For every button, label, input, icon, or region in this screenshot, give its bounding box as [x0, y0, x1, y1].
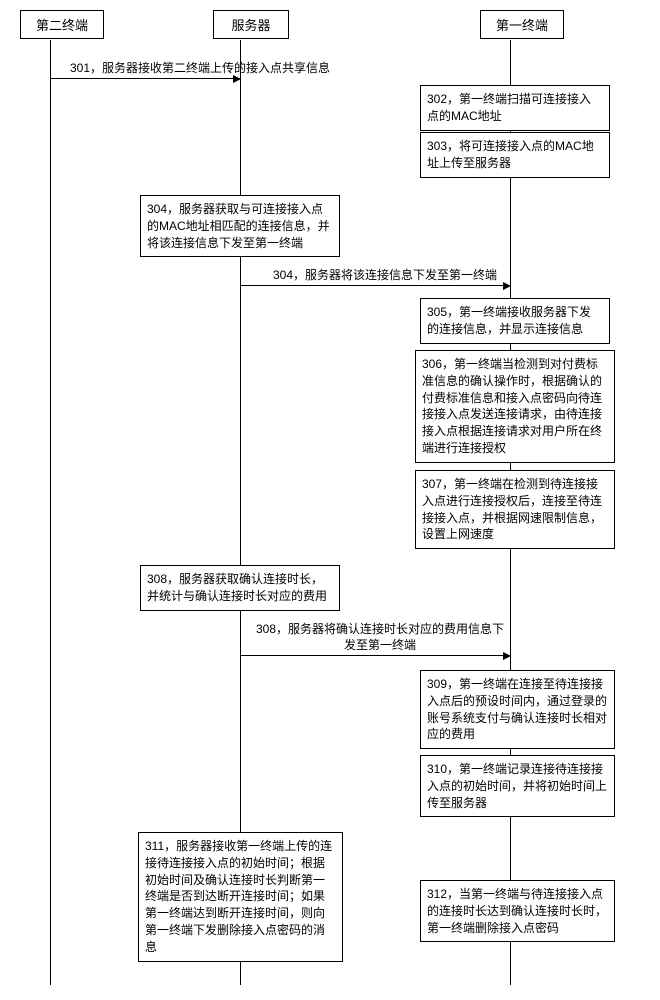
step-309: 309，第一终端在连接至待连接接入点后的预设时间内，通过登录的账号系统支付与确认… [420, 670, 615, 749]
message-label-308b: 308，服务器将确认连接时长对应的费用信息下发至第一终端 [255, 621, 505, 653]
step-312: 312，当第一终端与待连接接入点的连接时长达到确认连接时长时，第一终端删除接入点… [420, 880, 615, 942]
message-label-304b: 304，服务器将该连接信息下发至第一终端 [265, 267, 505, 283]
participant-p2: 第二终端 [20, 10, 104, 39]
message-label-301: 301，服务器接收第二终端上传的接入点共享信息 [60, 60, 340, 76]
step-307: 307，第一终端在检测到待连接接入点进行连接授权后，连接至待连接接入点，并根据网… [415, 470, 615, 549]
participant-p1: 第一终端 [480, 10, 564, 39]
step-303: 303，将可连接接入点的MAC地址上传至服务器 [420, 132, 610, 178]
step-302: 302，第一终端扫描可连接接入点的MAC地址 [420, 85, 610, 131]
step-306: 306，第一终端当检测到对付费标准信息的确认操作时，根据确认的付费标准信息和接入… [415, 350, 615, 463]
step-305: 305，第一终端接收服务器下发的连接信息，并显示连接信息 [420, 298, 610, 344]
message-arrow-308b [240, 655, 510, 656]
sequence-diagram: 第二终端 服务器 第一终端 302，第一终端扫描可连接接入点的MAC地址303，将可连… [10, 10, 650, 990]
participant-srv: 服务器 [213, 10, 289, 39]
step-310: 310，第一终端记录连接待连接接入点的初始时间，并将初始时间上传至服务器 [420, 755, 615, 817]
step-308: 308，服务器获取确认连接时长，并统计与确认连接时长对应的费用 [140, 565, 340, 611]
lifeline-p2 [50, 40, 51, 985]
step-304: 304，服务器获取与可连接接入点的MAC地址相匹配的连接信息，并将该连接信息下发… [140, 195, 340, 257]
message-arrow-304b [240, 285, 510, 286]
message-arrow-301 [50, 78, 240, 79]
step-311: 311，服务器接收第一终端上传的连接待连接接入点的初始时间；根据初始时间及确认连… [138, 832, 343, 962]
